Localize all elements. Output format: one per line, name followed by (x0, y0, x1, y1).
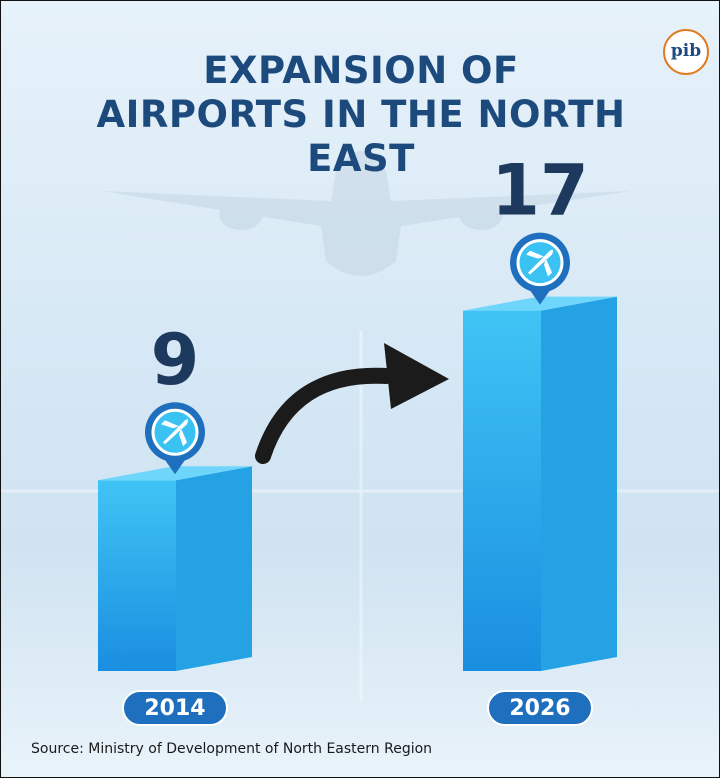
infographic: 92014172026 EXPANSION OF AIRPORTS IN THE… (0, 0, 720, 778)
logo: pib (663, 29, 709, 75)
x-tick-label: 2014 (144, 696, 205, 721)
bar (463, 311, 541, 671)
value-label: 9 (151, 319, 200, 401)
bar (98, 480, 176, 671)
x-tick-label: 2026 (509, 696, 570, 721)
bar-side (541, 297, 617, 671)
chart-title: EXPANSION OF AIRPORTS IN THE NORTH EAST (91, 49, 631, 181)
bar-side (176, 466, 252, 671)
growth-arrow (263, 343, 449, 456)
source-note: Source: Ministry of Development of North… (31, 741, 432, 757)
